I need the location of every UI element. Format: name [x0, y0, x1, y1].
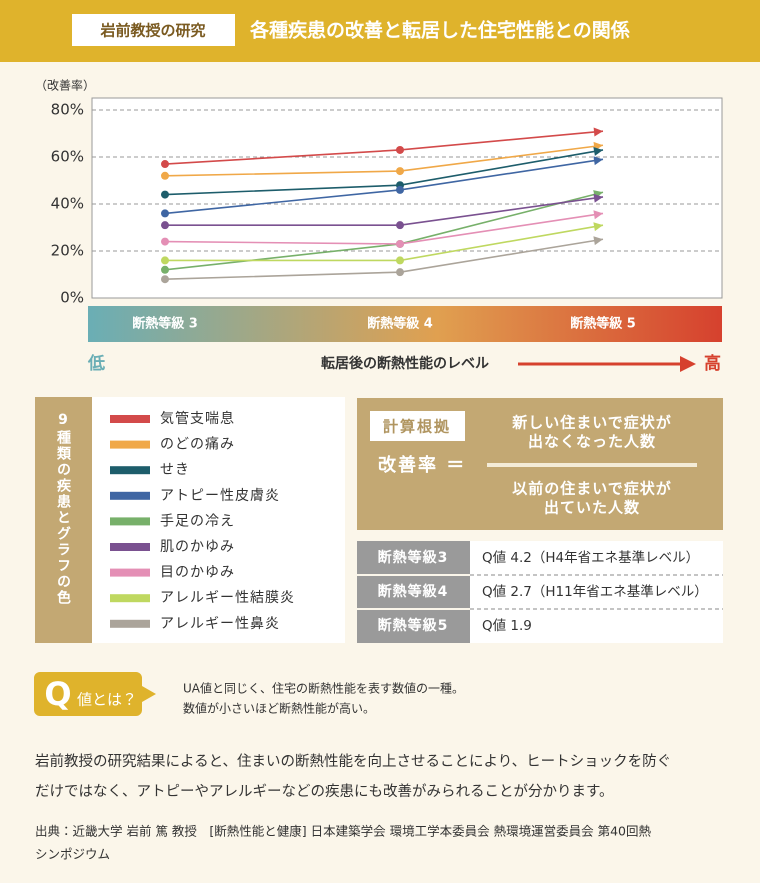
series-point [161, 190, 169, 199]
series-point [396, 268, 404, 277]
x-tick-label: 断熱等級 4 [367, 316, 433, 332]
series-point [396, 239, 404, 248]
legend-label: アレルギー性結膜炎 [160, 590, 295, 606]
legend-title-strip [35, 397, 92, 643]
scale-arrow [680, 356, 696, 372]
series-point [161, 209, 169, 218]
series-point [396, 185, 404, 194]
series-arrow [593, 156, 603, 166]
y-tick-label: 60% [51, 148, 84, 166]
x-tick-label: 断熱等級 3 [132, 316, 198, 332]
grade-value: Q値 1.9 [482, 618, 532, 634]
grade-label-cell [357, 609, 470, 643]
legend-swatch [110, 594, 150, 603]
y-axis-label: （改善率） [35, 78, 95, 93]
denominator: 出ていた人数 [544, 499, 640, 517]
numerator: 出なくなった人数 [528, 433, 656, 451]
series-point [396, 221, 404, 230]
grade-label: 断熱等級4 [378, 583, 449, 600]
legend: 気管支喘息のどの痛みせきアトピー性皮膚炎手足の冷え肌のかゆみ目のかゆみアレルギー… [110, 410, 295, 632]
grade-label-cell [357, 575, 470, 609]
grade-label: 断熱等級3 [378, 549, 449, 566]
grade-value: Q値 2.7（H11年省エネ基準レベル） [482, 583, 708, 600]
y-tick-label: 40% [51, 195, 84, 213]
body-text: 岩前教授の研究結果によると、住まいの断熱性能を向上させることにより、ヒートショッ… [35, 753, 671, 770]
legend-swatch [110, 619, 150, 628]
grade-label: 断熱等級5 [378, 617, 449, 634]
series-point [161, 265, 169, 274]
legend-swatch [110, 568, 150, 577]
legend-label: 手足の冷え [160, 513, 235, 529]
legend-title: 9種類の疾患とグラフの色 [55, 412, 72, 606]
series-arrow [593, 127, 603, 137]
source-text: シンポジウム [35, 847, 110, 862]
legend-label: アレルギー性鼻炎 [160, 615, 280, 632]
series-point [161, 221, 169, 230]
legend-swatch [110, 415, 150, 423]
legend-swatch [110, 491, 150, 500]
header-tag-box [72, 14, 235, 46]
legend-label: せき [160, 462, 190, 478]
series-point [161, 160, 169, 169]
formula-lhs: 改善率 ＝ [378, 454, 466, 476]
legend-swatch [110, 543, 150, 551]
scale-low: 低 [87, 353, 105, 374]
series-point [161, 275, 169, 284]
header-tag: 岩前教授の研究 [99, 22, 205, 40]
plot [92, 109, 722, 299]
grade-value: Q値 4.2（H4年省エネ基準レベル） [482, 549, 699, 566]
scale-label: 転居後の断熱性能のレベル [321, 355, 489, 372]
q-badge-text: 値とは？ [77, 691, 137, 709]
y-tick-label: 80% [51, 101, 84, 119]
legend-label: 肌のかゆみ [160, 539, 235, 555]
series-arrow [593, 210, 603, 220]
legend-label: 目のかゆみ [160, 565, 235, 581]
x-tick-label: 断熱等級 5 [570, 316, 636, 332]
legend-swatch [110, 466, 150, 475]
body-text: だけではなく、アトピーやアレルギーなどの疾患にも改善がみられることが分かります。 [35, 783, 614, 800]
level-bar [88, 306, 722, 342]
formula-tag: 計算根拠 [383, 418, 451, 436]
legend-label: アトピー性皮膚炎 [160, 488, 280, 504]
series-arrow [593, 193, 603, 203]
legend-label: のどの痛み [160, 436, 235, 453]
grades-table: 断熱等級3 Q値 4.2（H4年省エネ基準レベル） 断熱等級4 Q値 2.7（H11年… [357, 541, 723, 643]
categories: 断熱等級 3 断熱等級 4 断熱等級 5 [132, 316, 636, 332]
scale-high: 高 [704, 353, 721, 374]
legend-swatch [110, 440, 150, 449]
series-point [161, 237, 169, 246]
series-point [396, 256, 404, 265]
numerator: 新しい住まいで症状が [511, 414, 672, 432]
q-letter: Q [44, 675, 71, 713]
plot-area [91, 97, 723, 299]
series-arrow [593, 222, 603, 232]
q-badge [34, 672, 156, 716]
y-tick-label: 20% [51, 242, 84, 260]
y-tick-label: 0% [60, 289, 84, 307]
denominator: 以前の住まいで症状が [512, 480, 672, 498]
legend-swatch [110, 517, 150, 526]
q-text: 数値が小さいほど断熱性能が高い。 [183, 701, 375, 716]
formula-tag-box [370, 411, 465, 441]
header-title: 各種疾患の改善と転居した住宅性能との関係 [249, 19, 631, 42]
series-point [396, 167, 404, 176]
series-point [161, 171, 169, 180]
legend-label: 気管支喘息 [160, 410, 235, 427]
source-text: 出典：近畿大学 岩前 篤 教授 [断熱性能と健康] 日本建築学会 環境工学本委員… [35, 824, 651, 839]
grade-label-cell [357, 541, 470, 575]
series-arrow [593, 147, 603, 156]
series-point [161, 256, 169, 265]
series-point [396, 145, 404, 154]
series-arrow [593, 236, 603, 246]
q-text: UA値と同じく、住宅の断熱性能を表す数値の一種。 [183, 681, 464, 696]
